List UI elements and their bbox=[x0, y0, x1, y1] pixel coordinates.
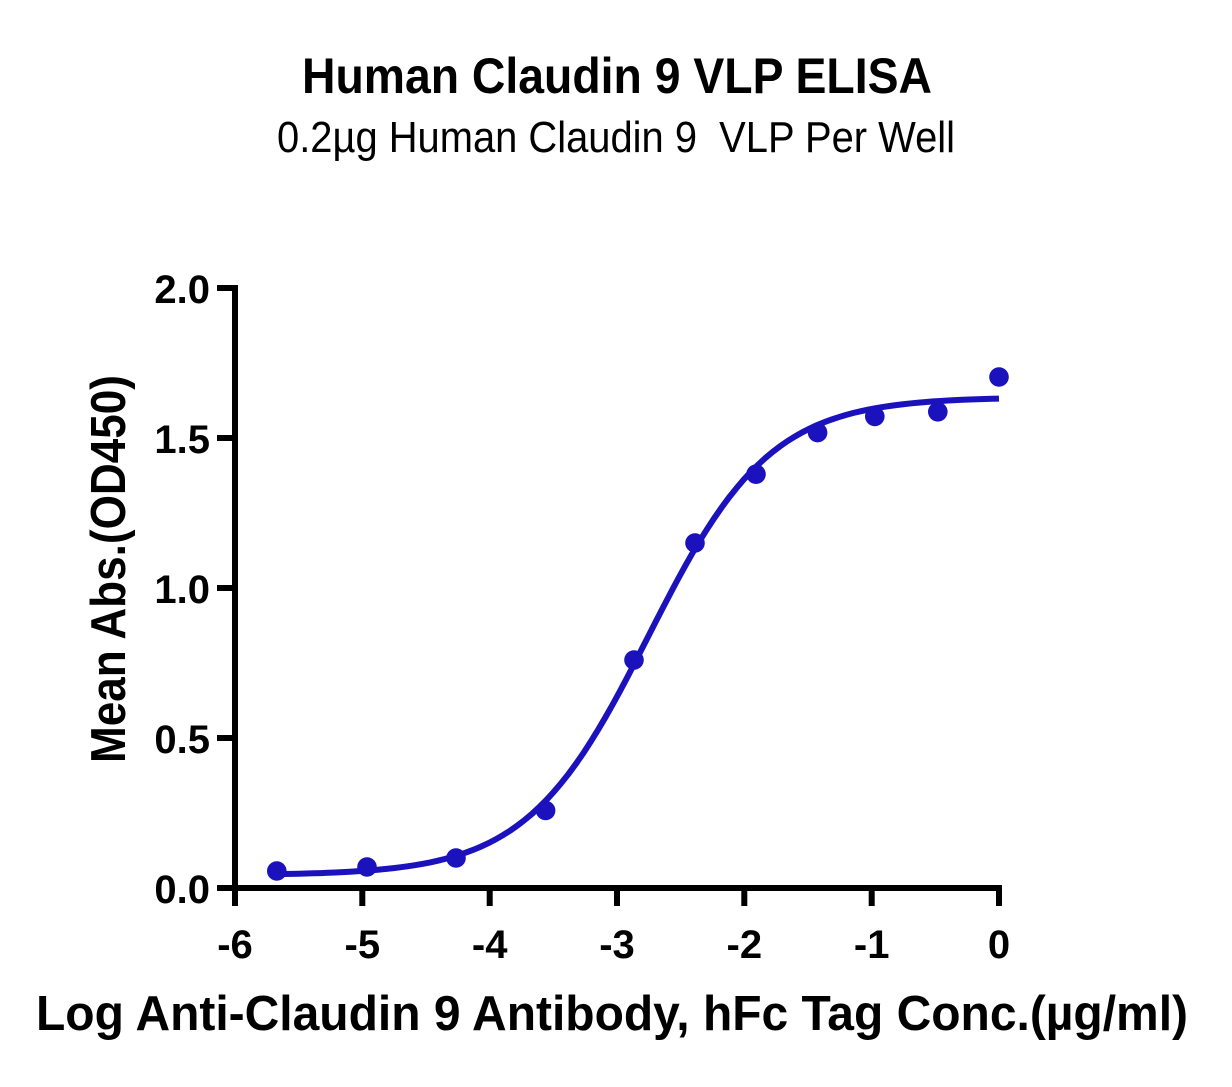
svg-text:1.5: 1.5 bbox=[154, 418, 210, 462]
svg-text:-1: -1 bbox=[854, 923, 890, 967]
svg-text:2.0: 2.0 bbox=[154, 268, 210, 312]
svg-text:0: 0 bbox=[988, 923, 1010, 967]
svg-text:Log Anti-Claudin 9 Antibody, h: Log Anti-Claudin 9 Antibody, hFc Tag Con… bbox=[36, 987, 1188, 1041]
svg-text:0.0: 0.0 bbox=[154, 868, 210, 912]
svg-text:Mean Abs.(OD450): Mean Abs.(OD450) bbox=[82, 375, 136, 763]
svg-text:-2: -2 bbox=[727, 923, 763, 967]
svg-text:0.5: 0.5 bbox=[154, 718, 210, 762]
svg-text:1.0: 1.0 bbox=[154, 568, 210, 612]
svg-text:-3: -3 bbox=[599, 923, 635, 967]
svg-text:Human Claudin 9 VLP ELISA: Human Claudin 9 VLP ELISA bbox=[302, 48, 932, 104]
svg-text:-4: -4 bbox=[472, 923, 508, 967]
svg-text:-6: -6 bbox=[217, 923, 253, 967]
svg-text:-5: -5 bbox=[345, 923, 381, 967]
svg-text:0.2µg Human Claudin 9 VLP Per: 0.2µg Human Claudin 9 VLP Per Well bbox=[277, 113, 955, 162]
